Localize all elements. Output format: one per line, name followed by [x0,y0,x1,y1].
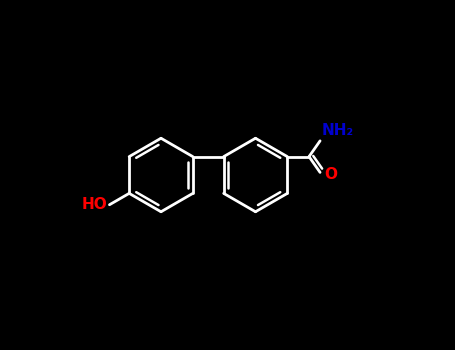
Text: O: O [324,167,337,182]
Text: NH₂: NH₂ [322,123,354,138]
Text: HO: HO [82,197,108,212]
